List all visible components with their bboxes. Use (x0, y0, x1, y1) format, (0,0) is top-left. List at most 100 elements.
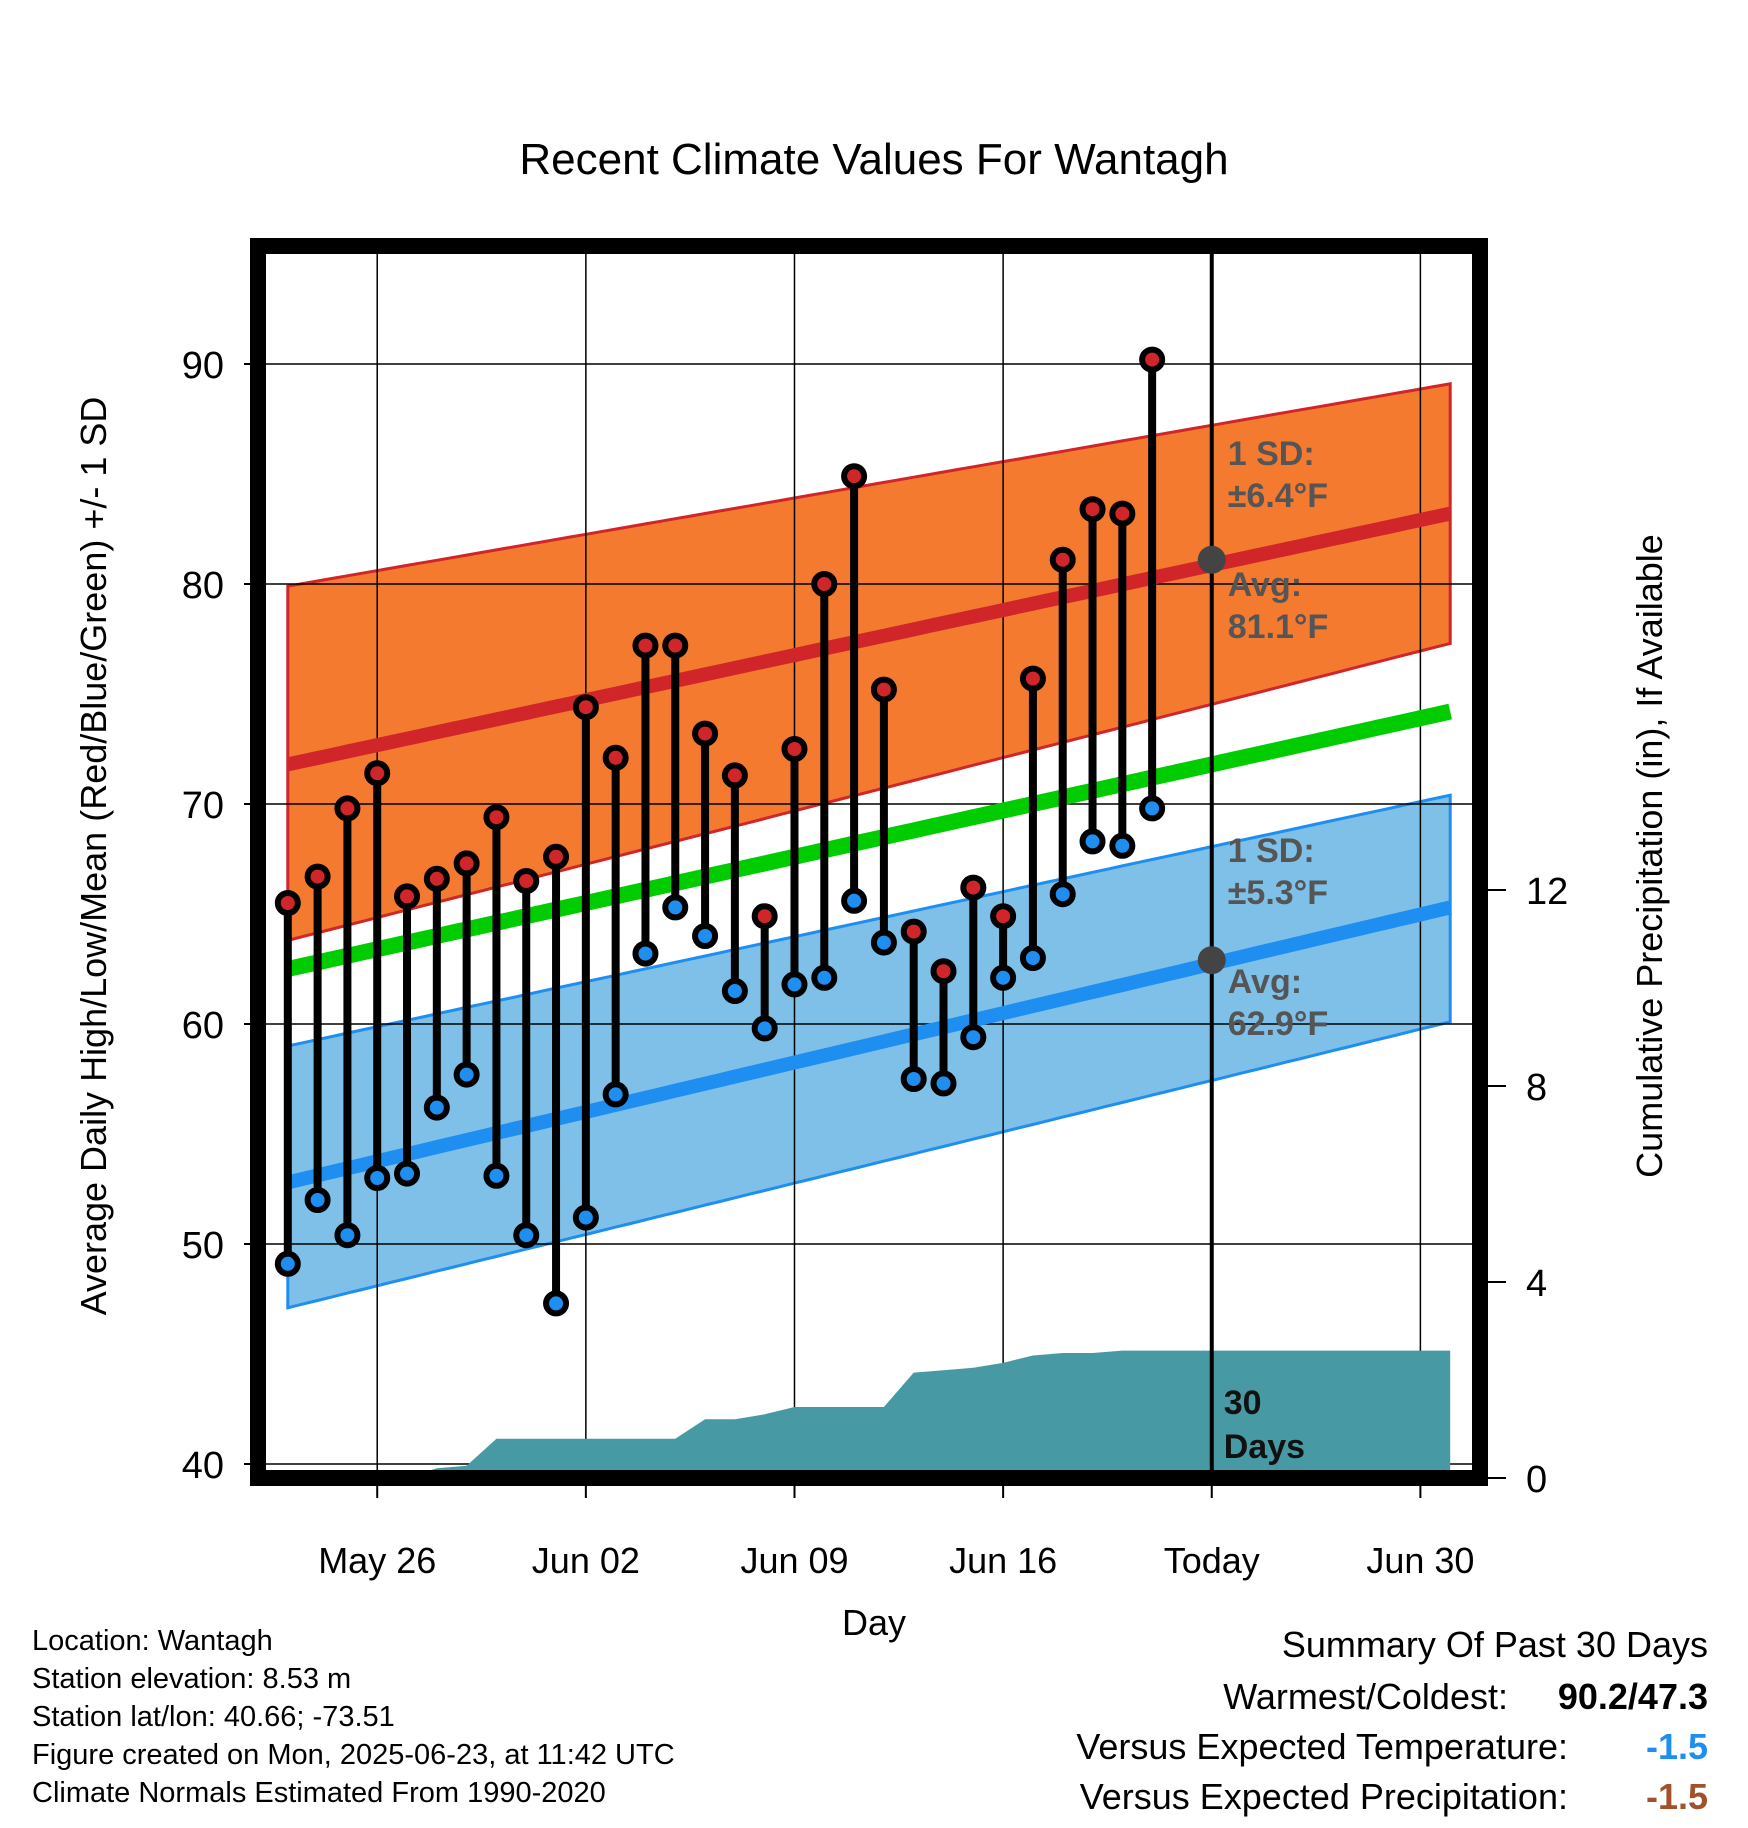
low-point (662, 894, 689, 921)
low-point (692, 923, 719, 949)
high-point (1019, 665, 1046, 692)
days-label-1: 30 (1224, 1384, 1262, 1422)
low-sd-label: 1 SD: (1228, 832, 1315, 870)
temp-value: -1.5 (1645, 1726, 1708, 1767)
low-point (990, 964, 1017, 991)
high-point (990, 903, 1017, 930)
x-tick-label: May 26 (318, 1540, 436, 1581)
low-avg-label: Avg: (1228, 963, 1302, 1001)
summary-warm-cold: Warmest/Coldest: 90.2/47.3 (1223, 1676, 1708, 1718)
low-point (841, 887, 868, 914)
high-point (781, 736, 808, 762)
chart-title: Recent Climate Values For Wantagh (519, 135, 1228, 184)
x-tick-label: Jun 02 (532, 1540, 640, 1581)
normal-mean-line (286, 703, 1452, 977)
high-point (572, 694, 599, 721)
low-sd-value: ±5.3°F (1228, 874, 1328, 912)
y-tick-label: 80 (182, 565, 224, 607)
days-label-2: Days (1224, 1428, 1305, 1466)
y2-tick-label: 8 (1526, 1067, 1547, 1109)
high-point (1139, 346, 1166, 373)
summary-precip: Versus Expected Precipitation: -1.5 (1080, 1776, 1708, 1818)
low-point (304, 1187, 331, 1213)
precip-area (287, 1350, 1451, 1478)
station-info: Location: Wantagh Station elevation: 8.5… (32, 1622, 675, 1812)
x-tick-label: Jun 16 (949, 1540, 1057, 1581)
latlon-text: Station lat/lon: 40.66; -73.51 (32, 1701, 395, 1733)
high-point (632, 632, 659, 659)
y-axis-label: Average Daily High/Low/Mean (Red/Blue/Gr… (73, 397, 114, 1316)
summary-temp: Versus Expected Temperature: -1.5 (1076, 1726, 1708, 1768)
low-point (1049, 881, 1076, 908)
high-point (692, 720, 719, 747)
high-point (811, 571, 838, 597)
high-point (1109, 500, 1136, 527)
high-avg-value: 81.1°F (1228, 608, 1329, 646)
high-point (1049, 546, 1076, 573)
low-point (394, 1160, 421, 1187)
low-point (423, 1094, 450, 1121)
low-point (602, 1081, 629, 1108)
low-avg-value: 62.9°F (1228, 1005, 1329, 1043)
high-point (394, 883, 421, 910)
low-point (513, 1222, 540, 1249)
high-point (364, 760, 391, 787)
high-point (870, 676, 897, 703)
high-sd-label: 1 SD: (1228, 435, 1315, 473)
summary-heading-text: Summary Of Past 30 Days (1281, 1624, 1708, 1665)
normals-text: Climate Normals Estimated From 1990-2020 (32, 1777, 606, 1809)
y-tick-label: 50 (182, 1225, 224, 1267)
high-point (304, 863, 331, 890)
x-tick-label: Jun 30 (1366, 1540, 1474, 1581)
low-avg-marker (1197, 946, 1226, 975)
y-tick-label: 70 (182, 785, 224, 827)
high-point (513, 868, 540, 894)
low-point (870, 929, 897, 956)
y-tick-label: 90 (182, 345, 224, 387)
low-point (453, 1061, 480, 1088)
y-tick-label: 40 (182, 1445, 224, 1487)
high-point (453, 850, 480, 877)
low-point (632, 940, 659, 967)
y2-axis-label: Cumulative Precipitation (in), If Availa… (1629, 534, 1670, 1178)
summary-heading: Summary Of Past 30 Days (1282, 1624, 1708, 1666)
high-point (900, 918, 927, 945)
high-sd-band (286, 382, 1452, 943)
y2-tick-label: 4 (1526, 1263, 1547, 1305)
low-point (811, 964, 838, 991)
warm-cold-value: 90.2/47.3 (1557, 1676, 1708, 1717)
precip-label: Versus Expected Precipitation: (1079, 1776, 1568, 1817)
high-point (751, 903, 778, 930)
high-avg-label: Avg: (1228, 566, 1302, 604)
low-point (930, 1070, 957, 1097)
high-point (930, 958, 957, 985)
y2-tick-label: 12 (1526, 871, 1568, 913)
low-point (543, 1290, 570, 1317)
plot-frame (250, 238, 1488, 1486)
y2-tick-label: 0 (1526, 1459, 1547, 1501)
normal-low-line (286, 900, 1452, 1190)
low-point (751, 1015, 778, 1042)
low-point (334, 1222, 361, 1249)
low-point (1109, 832, 1136, 859)
high-point (602, 744, 629, 771)
elevation-text: Station elevation: 8.53 m (32, 1663, 352, 1695)
normal-high-line (286, 506, 1452, 772)
high-point (423, 865, 450, 892)
y-tick-label: 60 (182, 1005, 224, 1047)
x-axis-label: Day (842, 1602, 906, 1643)
high-sd-value: ±6.4°F (1228, 477, 1328, 515)
x-tick-label: Today (1164, 1540, 1260, 1581)
low-point (1079, 828, 1106, 855)
high-point (721, 762, 748, 789)
plot-area: 1 SD: ±6.4°F Avg: 81.1°F 1 SD: ±5.3°F Avg: 62.9… (258, 246, 1480, 1478)
location-text: Location: Wantagh (32, 1625, 273, 1657)
low-point (781, 971, 808, 998)
high-point (1079, 496, 1106, 523)
high-point (841, 463, 868, 490)
precip-value: -1.5 (1645, 1776, 1708, 1817)
high-avg-marker (1197, 545, 1226, 574)
x-tick-label: Jun 09 (740, 1540, 848, 1581)
low-point (274, 1250, 301, 1277)
created-text: Figure created on Mon, 2025-06-23, at 11… (32, 1739, 675, 1771)
